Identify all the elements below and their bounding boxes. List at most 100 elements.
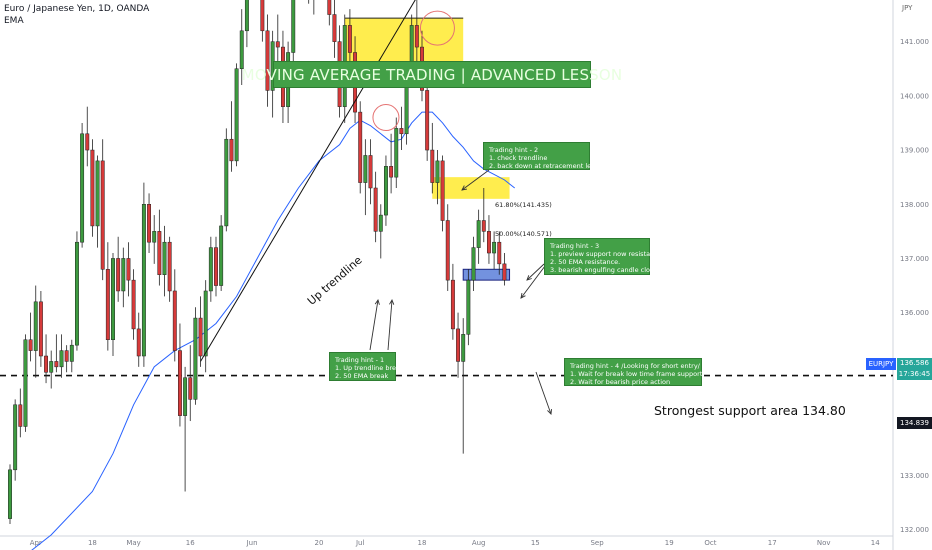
break-circle-1 <box>372 104 400 132</box>
bear-candle <box>327 0 332 15</box>
bull-candle <box>33 301 38 351</box>
x-tick-label: Nov <box>817 539 831 547</box>
x-tick-label: 20 <box>315 539 324 547</box>
hint3-arrow-1-head <box>526 275 532 281</box>
symbol-legend: Euro / Japanese Yen, 1D, OANDA <box>4 4 150 14</box>
y-tick-label: 141.000 <box>900 38 929 46</box>
bear-candle <box>373 187 378 232</box>
bear-candle <box>414 25 419 48</box>
bear-candle <box>28 339 33 351</box>
bear-candle <box>389 166 394 178</box>
fib-50-label: 50.00%(140.571) <box>495 230 552 238</box>
hint2-arrow-head <box>461 185 467 191</box>
bear-candle <box>347 25 352 53</box>
last-price-tag: 136.586 <box>897 358 932 369</box>
bull-candle <box>49 361 54 373</box>
bull-candle <box>384 166 388 216</box>
bear-candle <box>38 301 43 357</box>
bear-candle <box>54 361 59 368</box>
hint4-arrow-head <box>547 408 552 415</box>
bear-candle <box>90 149 95 227</box>
bear-candle <box>178 350 182 416</box>
break-circle-2 <box>419 10 455 46</box>
x-tick-label: Sep <box>590 539 604 547</box>
bear-candle <box>497 241 502 265</box>
trading-hint-2: Trading hint - 2 1. check trendline 2. b… <box>483 142 601 170</box>
bull-candle <box>59 350 64 368</box>
bull-candle <box>224 138 229 227</box>
hint3-arrow-1 <box>526 263 545 281</box>
bull-candle <box>476 220 481 248</box>
bear-candle <box>456 328 461 362</box>
hint-3-line-3: 3. bearish engulfing candle closed <box>550 266 662 274</box>
bull-candle <box>152 231 157 243</box>
bull-candle <box>219 225 224 286</box>
countdown-tag: 17:36:45 <box>897 369 932 380</box>
hint3-arrow-2 <box>520 261 549 299</box>
hint-4-line-1: 1. Wait for break low time frame support <box>570 370 703 378</box>
bear-candle <box>502 263 507 281</box>
y-tick-label: 136.000 <box>900 309 929 317</box>
hint-1-line-2: 2. 50 EMA break <box>335 372 389 380</box>
hint2-arrow <box>461 169 490 191</box>
bear-candle <box>450 279 455 330</box>
trading-hint-4: Trading hint - 4 /Looking for short entr… <box>564 358 702 386</box>
bear-candle <box>126 258 131 281</box>
bear-candle <box>100 160 105 270</box>
symbol-tag: EURJPY <box>866 358 896 370</box>
y-tick-label: 137.000 <box>900 255 929 263</box>
bear-candle <box>358 111 363 183</box>
x-tick-label: Oct <box>704 539 716 547</box>
x-tick-label: Jul <box>355 539 365 547</box>
y-tick-label: 138.000 <box>900 201 929 209</box>
bull-candle <box>111 258 115 341</box>
bull-candle <box>378 214 383 232</box>
bear-candle <box>214 247 218 286</box>
hint4-arrow <box>535 371 552 415</box>
hint-3-title: Trading hint - 3 <box>550 242 600 250</box>
bull-candle <box>75 241 79 346</box>
bear-candle <box>147 204 152 243</box>
bull-candle <box>244 0 249 32</box>
bull-candle <box>461 334 466 362</box>
bear-candle <box>198 317 203 357</box>
ema-50-line <box>31 111 516 550</box>
bear-candle <box>85 133 90 151</box>
bull-candle <box>162 241 167 275</box>
bear-candle <box>487 231 491 254</box>
bear-candle <box>425 90 430 151</box>
bear-candle <box>167 241 172 292</box>
x-tick-label: 15 <box>531 539 540 547</box>
bear-candle <box>64 350 69 362</box>
bear-candle <box>131 279 136 330</box>
bear-candle <box>430 149 435 183</box>
price-axis-bg <box>893 0 932 550</box>
bear-candle <box>116 258 121 292</box>
hint1-arrow-2-head <box>389 298 395 305</box>
x-tick-label: Aug <box>472 539 486 547</box>
bull-candle <box>234 68 239 162</box>
hint-3-line-2: 2. 50 EMA resistance. <box>550 258 621 266</box>
support-area-label: Strongest support area 134.80 <box>654 403 846 418</box>
bull-candle <box>492 241 497 254</box>
y-tick-label: 140.000 <box>900 92 929 100</box>
hint1-arrow-1-head <box>374 298 380 305</box>
hint1-arrow-1 <box>369 299 379 351</box>
bear-candle <box>399 128 404 135</box>
bull-candle <box>193 317 198 400</box>
bull-candle <box>183 377 188 416</box>
hint-2-title: Trading hint - 2 <box>489 146 539 154</box>
bull-candle <box>203 290 208 357</box>
hint1-arrow-2 <box>387 299 393 351</box>
support-zone <box>462 268 511 281</box>
y-tick-label: 133.000 <box>900 472 929 480</box>
bear-candle <box>440 160 445 221</box>
bear-candle <box>157 231 162 275</box>
bull-candle <box>80 133 85 243</box>
y-tick-label: 139.000 <box>900 147 929 155</box>
bull-candle <box>466 279 471 335</box>
x-tick-label: May <box>126 539 140 547</box>
y-tick-label: 132.000 <box>900 526 929 534</box>
bull-candle <box>141 204 146 357</box>
hint-4-title: Trading hint - 4 /Looking for short entr… <box>570 362 700 370</box>
